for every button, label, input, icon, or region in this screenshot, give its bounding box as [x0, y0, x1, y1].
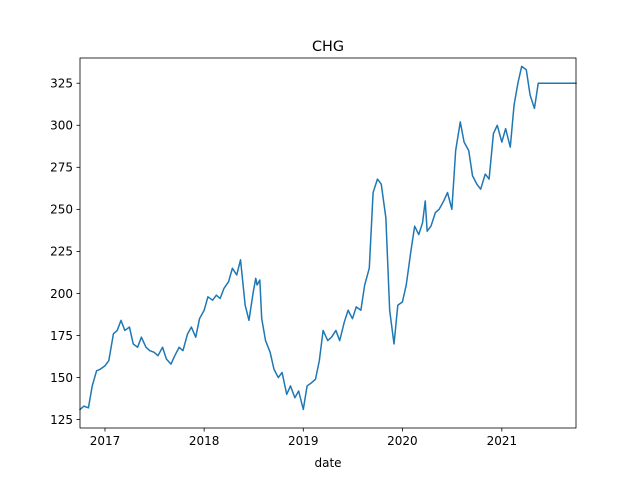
- y-tick-label: 300: [50, 119, 73, 133]
- x-axis: 2017 2018 2019 2020 2021: [90, 428, 517, 448]
- y-axis: 125 150 175 200 225 250 275 300 325: [50, 77, 80, 427]
- y-tick-label: 175: [50, 329, 73, 343]
- x-tick-label: 2018: [189, 434, 220, 448]
- chart-title: CHG: [312, 39, 344, 55]
- x-tick-label: 2021: [487, 434, 518, 448]
- plot-frame: [79, 57, 577, 429]
- x-tick-label: 2017: [90, 434, 121, 448]
- plot-area: [78, 58, 577, 428]
- y-tick-label: 200: [50, 287, 73, 301]
- y-tick-label: 125: [50, 413, 73, 427]
- y-tick-label: 275: [50, 161, 73, 175]
- y-tick-label: 150: [50, 371, 73, 385]
- y-tick-label: 225: [50, 245, 73, 259]
- x-axis-label: date: [314, 456, 341, 470]
- y-tick-label: 325: [50, 77, 73, 91]
- x-tick-label: 2020: [387, 434, 418, 448]
- price-line-series: [78, 65, 577, 411]
- plot-background: [80, 58, 576, 428]
- x-tick-label: 2019: [288, 434, 319, 448]
- y-tick-label: 250: [50, 203, 73, 217]
